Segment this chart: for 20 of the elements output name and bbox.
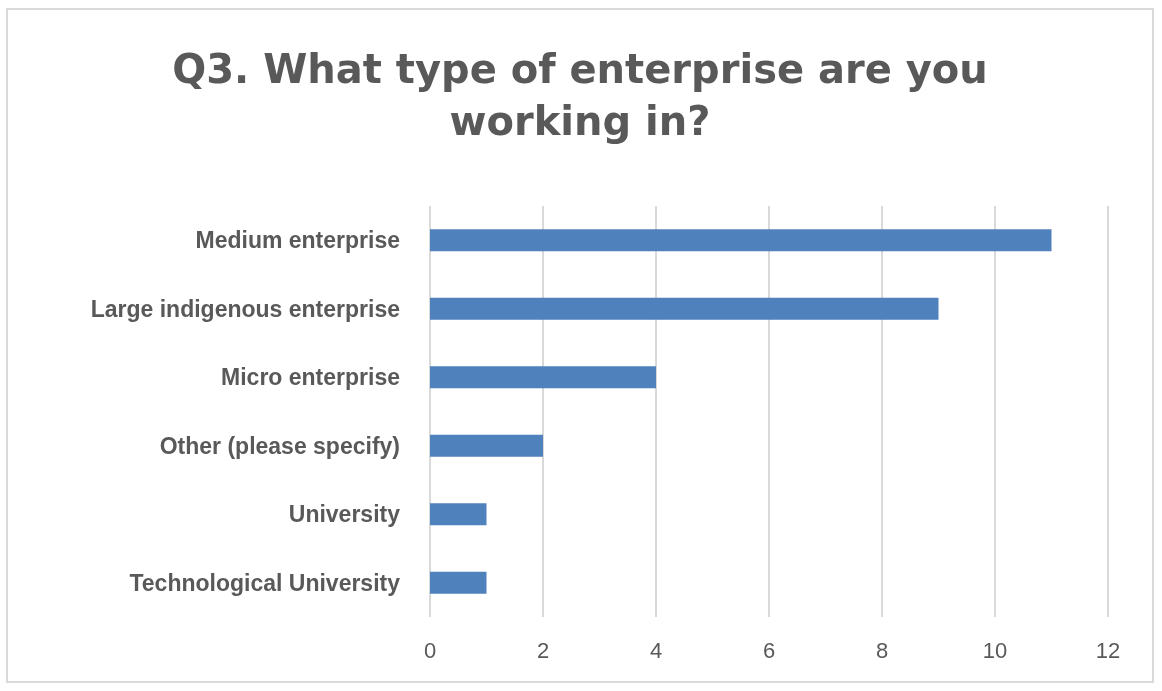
y-tick-label: Large indigenous enterprise <box>90 295 400 322</box>
bar <box>430 571 487 594</box>
bar <box>430 503 487 526</box>
y-tick-label: Other (please specify) <box>159 432 400 459</box>
bar <box>430 229 1052 252</box>
y-tick-label: Technological University <box>129 569 401 596</box>
x-tick-label: 6 <box>762 637 776 663</box>
y-tick-label: Medium enterprise <box>195 227 400 254</box>
x-tick-label: 0 <box>423 637 437 663</box>
y-tick-label: University <box>288 501 401 528</box>
bar <box>430 366 656 389</box>
x-tick-label: 2 <box>536 637 550 663</box>
x-tick-label: 12 <box>1095 637 1121 663</box>
x-tick-label: 10 <box>982 637 1008 663</box>
bar <box>430 297 939 320</box>
x-tick-label: 8 <box>875 637 889 663</box>
x-tick-label: 4 <box>649 637 663 663</box>
y-tick-label: Micro enterprise <box>221 364 400 391</box>
chart-title: Q3. What type of enterprise are you working in? <box>172 46 988 144</box>
bar <box>430 434 543 457</box>
